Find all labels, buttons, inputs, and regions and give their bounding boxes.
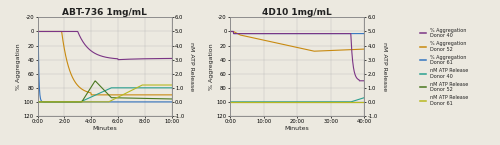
X-axis label: Minutes: Minutes (92, 126, 117, 131)
Y-axis label: nM ATP Release: nM ATP Release (382, 42, 387, 91)
Title: 4D10 1mg/mL: 4D10 1mg/mL (262, 8, 332, 17)
X-axis label: Minutes: Minutes (285, 126, 310, 131)
Y-axis label: nM ATP Release: nM ATP Release (190, 42, 194, 91)
Title: ABT-736 1mg/mL: ABT-736 1mg/mL (62, 8, 147, 17)
Y-axis label: % Aggregation: % Aggregation (209, 43, 214, 90)
Legend: % Aggregation
Donor 40, % Aggregation
Donor 52, % Aggregation
Donor 61, nM ATP R: % Aggregation Donor 40, % Aggregation Do… (418, 26, 470, 108)
Y-axis label: % Aggregation: % Aggregation (16, 43, 21, 90)
